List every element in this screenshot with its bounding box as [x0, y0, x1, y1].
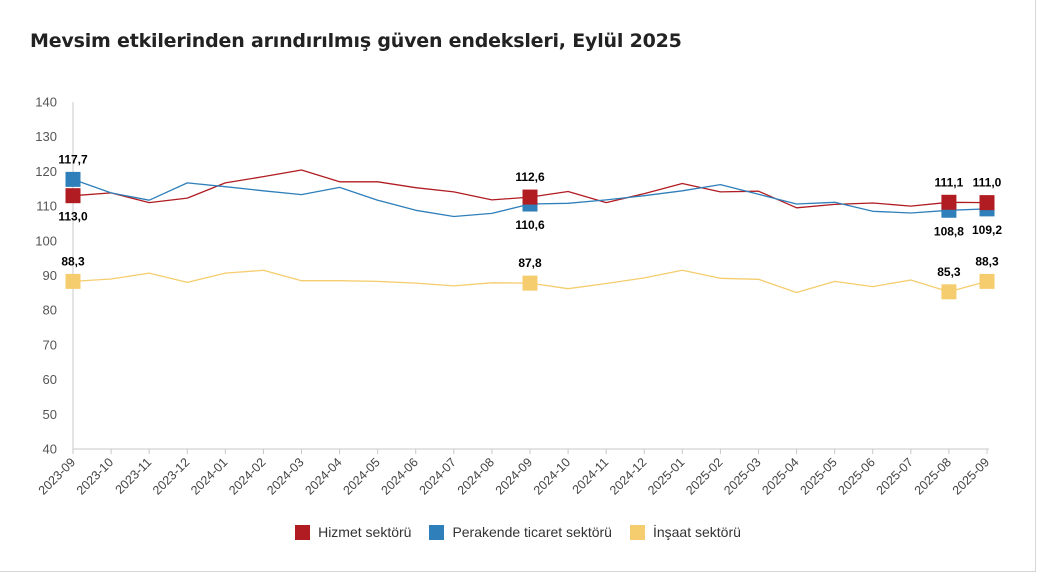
data-point-marker-hizmet	[522, 189, 538, 205]
y-tick-label: 110	[36, 199, 57, 214]
line-chart: 4050607080901001101201301402023-092023-1…	[35, 95, 1002, 498]
y-tick-label: 120	[35, 164, 57, 179]
legend-label-hizmet: Hizmet sektörü	[318, 524, 412, 540]
x-tick-label: 2024-02	[226, 455, 268, 497]
data-point-marker-insaat	[522, 275, 538, 291]
x-tick-label: 2024-08	[455, 455, 497, 497]
y-tick-label: 70	[43, 337, 57, 352]
y-tick-label: 130	[35, 129, 57, 144]
legend-item-perakende: Perakende ticaret sektörü	[429, 524, 612, 540]
y-tick-label: 90	[43, 268, 57, 283]
x-tick-label: 2025-07	[874, 455, 916, 497]
data-point-marker-hizmet	[979, 195, 995, 211]
legend-swatch-insaat	[629, 524, 645, 540]
y-tick-label: 40	[43, 442, 57, 457]
y-tick-label: 100	[35, 233, 57, 248]
x-tick-label: 2024-01	[188, 455, 230, 497]
legend-swatch-perakende	[429, 524, 445, 540]
data-point-marker-hizmet	[65, 188, 81, 204]
data-label-insaat: 88,3	[975, 254, 999, 268]
data-label-perakende: 110,6	[515, 218, 545, 232]
legend-label-insaat: İnşaat sektörü	[652, 524, 741, 540]
x-tick-label: 2025-08	[912, 455, 954, 497]
y-tick-label: 60	[43, 372, 57, 387]
data-point-marker-perakende	[65, 171, 81, 187]
x-tick-label: 2024-09	[493, 455, 535, 497]
data-label-hizmet: 112,6	[515, 170, 545, 184]
x-tick-label: 2025-01	[645, 455, 687, 497]
data-label-perakende: 109,2	[972, 223, 1002, 237]
data-label-hizmet: 111,0	[973, 176, 1002, 190]
data-point-marker-insaat	[65, 273, 81, 289]
data-label-insaat: 85,3	[937, 265, 961, 279]
x-tick-label: 2024-07	[417, 455, 459, 497]
data-label-perakende: 117,7	[58, 152, 88, 166]
x-tick-label: 2024-04	[302, 455, 344, 497]
x-tick-label: 2024-11	[570, 455, 612, 497]
legend-item-hizmet: Hizmet sektörü	[295, 524, 411, 540]
data-point-marker-hizmet	[941, 194, 957, 210]
data-label-insaat: 88,3	[61, 254, 85, 268]
chart-legend: Hizmet sektörü Perakende ticaret sektörü…	[0, 524, 1036, 540]
legend-swatch-hizmet	[295, 524, 311, 540]
x-tick-label: 2025-06	[836, 455, 878, 497]
legend-label-perakende: Perakende ticaret sektörü	[452, 524, 612, 540]
x-tick-label: 2024-05	[340, 455, 382, 497]
x-tick-label: 2024-03	[264, 455, 306, 497]
data-label-insaat: 87,8	[518, 256, 542, 270]
x-tick-label: 2023-09	[36, 455, 78, 497]
chart-title: Mevsim etkilerinden arındırılmış güven e…	[30, 30, 682, 52]
x-tick-label: 2025-04	[759, 455, 801, 497]
x-tick-label: 2025-02	[683, 455, 725, 497]
x-tick-label: 2023-12	[150, 455, 192, 497]
x-tick-label: 2025-05	[797, 455, 839, 497]
x-tick-label: 2024-10	[531, 455, 573, 497]
y-tick-label: 80	[43, 303, 57, 318]
data-point-marker-insaat	[941, 284, 957, 300]
data-label-hizmet: 111,1	[935, 175, 964, 189]
data-point-marker-insaat	[979, 273, 995, 289]
data-label-perakende: 108,8	[934, 224, 964, 238]
x-tick-label: 2025-09	[950, 455, 992, 497]
data-label-hizmet: 113,0	[58, 210, 88, 224]
x-tick-label: 2023-11	[113, 455, 155, 497]
legend-item-insaat: İnşaat sektörü	[629, 524, 741, 540]
x-tick-label: 2024-12	[607, 455, 649, 497]
y-tick-label: 50	[43, 407, 57, 422]
x-tick-label: 2023-10	[74, 455, 116, 497]
x-tick-label: 2024-06	[379, 455, 421, 497]
y-tick-label: 140	[35, 95, 57, 110]
x-tick-label: 2025-03	[721, 455, 763, 497]
